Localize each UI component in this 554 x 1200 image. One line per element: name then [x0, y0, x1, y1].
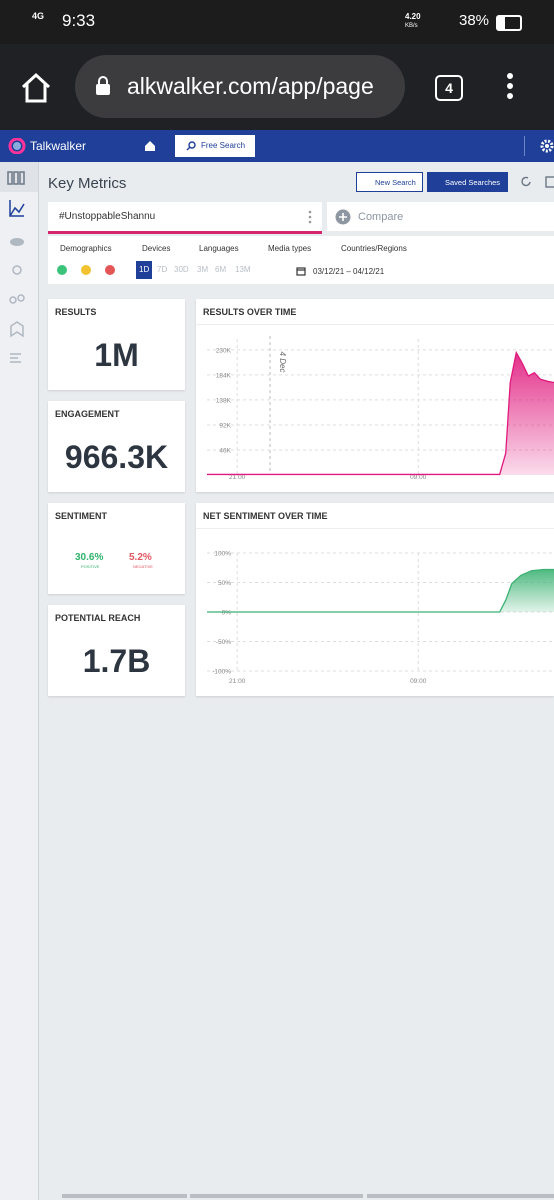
search-icon — [186, 141, 196, 151]
y-tick-label: 138K — [216, 397, 232, 404]
range-button[interactable]: 3M — [197, 265, 209, 274]
brand: Talkwalker — [30, 139, 87, 153]
y-tick-label: 184K — [216, 372, 232, 379]
filter[interactable]: Languages — [199, 244, 239, 253]
positive-value: 30.6% — [75, 552, 104, 563]
query-name: #UnstoppableShannu — [59, 211, 156, 222]
y-tick-label: 100% — [214, 551, 231, 558]
filter[interactable]: Devices — [142, 244, 171, 253]
range-button[interactable]: 6M — [215, 265, 227, 274]
y-tick-label: -50% — [216, 639, 231, 646]
date-range[interactable]: 03/12/21 – 04/12/21 — [313, 267, 385, 276]
filter[interactable]: Countries/Regions — [341, 244, 407, 253]
tab-count[interactable]: 4 — [435, 75, 463, 101]
range-button[interactable]: 30D — [174, 265, 189, 274]
y-tick-label: 230K — [216, 347, 232, 354]
home-nav[interactable] — [144, 140, 156, 152]
card-label: SENTIMENT — [55, 511, 108, 521]
saved-searches-button[interactable]: Saved Searches — [427, 172, 508, 192]
metric-value: 1.7B — [82, 643, 151, 679]
y-tick-label: 92K — [219, 422, 231, 429]
new-search-button[interactable]: New Search — [356, 172, 423, 192]
add-icon — [335, 209, 351, 225]
clock: 9:33 — [62, 11, 96, 30]
line — [207, 350, 554, 476]
area — [207, 569, 554, 612]
filter[interactable]: Demographics — [60, 244, 112, 253]
card-label: RESULTS — [55, 307, 97, 317]
line — [207, 568, 554, 613]
toolbar-icons[interactable] — [520, 175, 554, 189]
page-title: Key Metrics — [48, 175, 127, 192]
negative-value: 5.2% — [129, 552, 152, 563]
calendar-icon — [296, 267, 306, 276]
settings-icon[interactable] — [540, 139, 554, 153]
browser-bar: alkwalker.com/app/page 4 — [0, 44, 554, 130]
engagement-card: ENGAGEMENT 966.3K — [48, 401, 185, 492]
x-tick-label: 09:00 — [410, 678, 427, 685]
network: 4G — [32, 11, 45, 21]
positive-label: POSITIVE — [81, 564, 100, 569]
battery-icon — [496, 15, 522, 31]
compare-tab[interactable]: Compare — [327, 202, 554, 231]
filter[interactable]: Media types — [268, 244, 312, 253]
divider — [196, 324, 554, 325]
metric-value: 966.3K — [64, 439, 169, 475]
y-tick-label: 50% — [218, 580, 231, 587]
card-label: ENGAGEMENT — [55, 409, 120, 419]
app-header: Talkwalker Free Search — [0, 130, 554, 162]
saved-searches-label: Saved Searches — [445, 178, 501, 187]
y-tick-label: -100% — [212, 669, 231, 676]
y-tick-label: 46K — [219, 447, 231, 454]
free-search-button[interactable]: Free Search — [175, 135, 255, 157]
card-label: POTENTIAL REACH — [55, 613, 141, 623]
x-tick-label: 09:00 — [410, 474, 427, 481]
query-menu[interactable] — [308, 210, 312, 224]
y-tick-label: 0% — [222, 610, 232, 617]
scroll-hint — [190, 1194, 363, 1198]
chart-title: RESULTS OVER TIME — [203, 307, 297, 317]
sidebar-active — [0, 162, 38, 192]
lock-icon — [96, 76, 110, 95]
x-tick-label: 21:00 — [229, 678, 246, 685]
sidebar — [0, 162, 39, 1200]
compare-label: Compare — [358, 211, 404, 223]
annotation: 4 Dec — [278, 352, 287, 373]
range-active — [136, 261, 152, 279]
area — [207, 352, 554, 475]
url: alkwalker.com/app/page — [127, 73, 374, 99]
brand-logo — [8, 138, 26, 154]
results-card: RESULTS 1M — [48, 299, 185, 390]
sentiment-card: SENTIMENT 30.6% POSITIVE 5.2% NEGATIVE — [48, 503, 185, 594]
filters-panel — [48, 236, 554, 284]
net-speed: 4.20 — [405, 12, 421, 21]
range-button[interactable]: 1D — [139, 265, 150, 274]
battery-level: 38% — [459, 12, 490, 29]
sidebar-icons[interactable] — [7, 170, 27, 370]
x-tick-label: 21:00 — [229, 474, 246, 481]
chart-title: NET SENTIMENT OVER TIME — [203, 511, 328, 521]
range-button[interactable]: 7D — [157, 265, 168, 274]
range-button[interactable]: 13M — [235, 265, 251, 274]
query-tab[interactable]: #UnstoppableShannu — [48, 202, 322, 234]
new-search-label: New Search — [375, 178, 416, 187]
free-search-label: Free Search — [201, 141, 246, 150]
reach-card: POTENTIAL REACH 1.7B — [48, 605, 185, 696]
negative-label: NEGATIVE — [133, 564, 153, 569]
scroll-hint — [62, 1194, 187, 1198]
metric-value: 1M — [94, 337, 139, 373]
divider — [524, 136, 525, 156]
status-bar: 4G 9:33 4.20 KB/s 38% — [0, 0, 554, 44]
sentiment-filters[interactable] — [55, 263, 121, 277]
scroll-hint — [367, 1194, 554, 1198]
url-field[interactable]: alkwalker.com/app/page — [75, 55, 405, 118]
menu-button[interactable] — [505, 72, 515, 102]
divider — [196, 528, 554, 529]
results-chart-card: RESULTS OVER TIME — [196, 299, 554, 492]
sentiment-chart-card: NET SENTIMENT OVER TIME — [196, 503, 554, 696]
net-speed-unit: KB/s — [405, 23, 418, 29]
home-button[interactable] — [20, 72, 52, 104]
